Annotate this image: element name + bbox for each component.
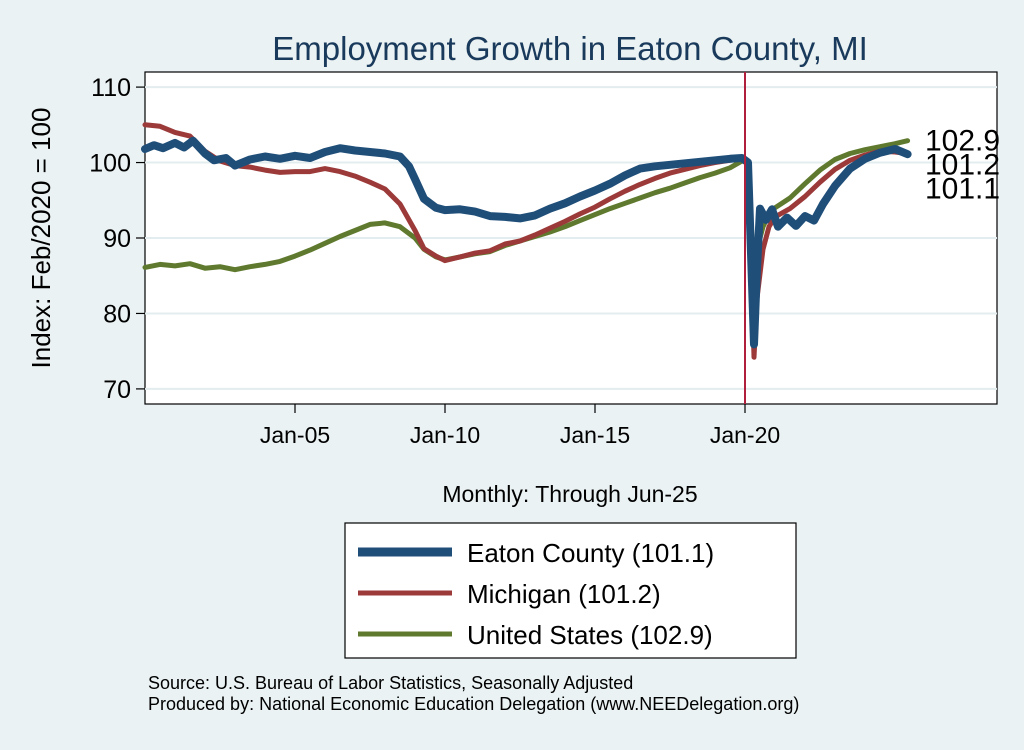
y-tick-label-110: 110 bbox=[91, 74, 131, 102]
axes: 70 80 90 100 110 Jan-05 Jan-10 Jan-15 Jan-20 bbox=[89, 74, 780, 448]
y-tick-label-80: 80 bbox=[103, 300, 131, 328]
series-lines bbox=[141, 122, 912, 360]
y-tick-label-70: 70 bbox=[103, 376, 131, 404]
x-tick-label-jan-15: Jan-15 bbox=[560, 422, 630, 448]
legend-items: Eaton County (101.1) Michigan (101.2) Unit… bbox=[358, 538, 714, 650]
y-tick-label-100: 100 bbox=[89, 150, 131, 178]
x-tick-label-jan-20: Jan-20 bbox=[710, 422, 780, 448]
legend-label-united-states-102-9: United States (102.9) bbox=[467, 620, 713, 650]
series-line-eaton-county bbox=[141, 136, 912, 349]
end-label-united-states: 102.9 bbox=[925, 125, 1000, 158]
legend-label-michigan-101-2: Michigan (101.2) bbox=[467, 579, 661, 609]
chart-title: Employment Growth in Eaton County, MI bbox=[272, 30, 867, 67]
x-tick-label-jan-10: Jan-10 bbox=[410, 422, 480, 448]
end-label-michigan: 101.2 bbox=[925, 149, 1000, 182]
end-label-eaton-county: 101.1 bbox=[925, 173, 1000, 206]
source-note: Source: U.S. Bureau of Labor Statistics,… bbox=[148, 673, 633, 693]
y-tick-label-90: 90 bbox=[103, 225, 131, 253]
y-axis-label: Index: Feb/2020 = 100 bbox=[26, 108, 56, 369]
produced-by-note: Produced by: National Economic Education… bbox=[148, 694, 799, 714]
x-axis-label: Monthly: Through Jun-25 bbox=[442, 481, 697, 507]
legend-label-eaton-county-101-1: Eaton County (101.1) bbox=[467, 538, 714, 568]
series-line-michigan bbox=[142, 122, 911, 360]
legend: Eaton County (101.1) Michigan (101.2) Unit… bbox=[344, 522, 797, 659]
x-tick-label-jan-05: Jan-05 bbox=[260, 422, 330, 448]
